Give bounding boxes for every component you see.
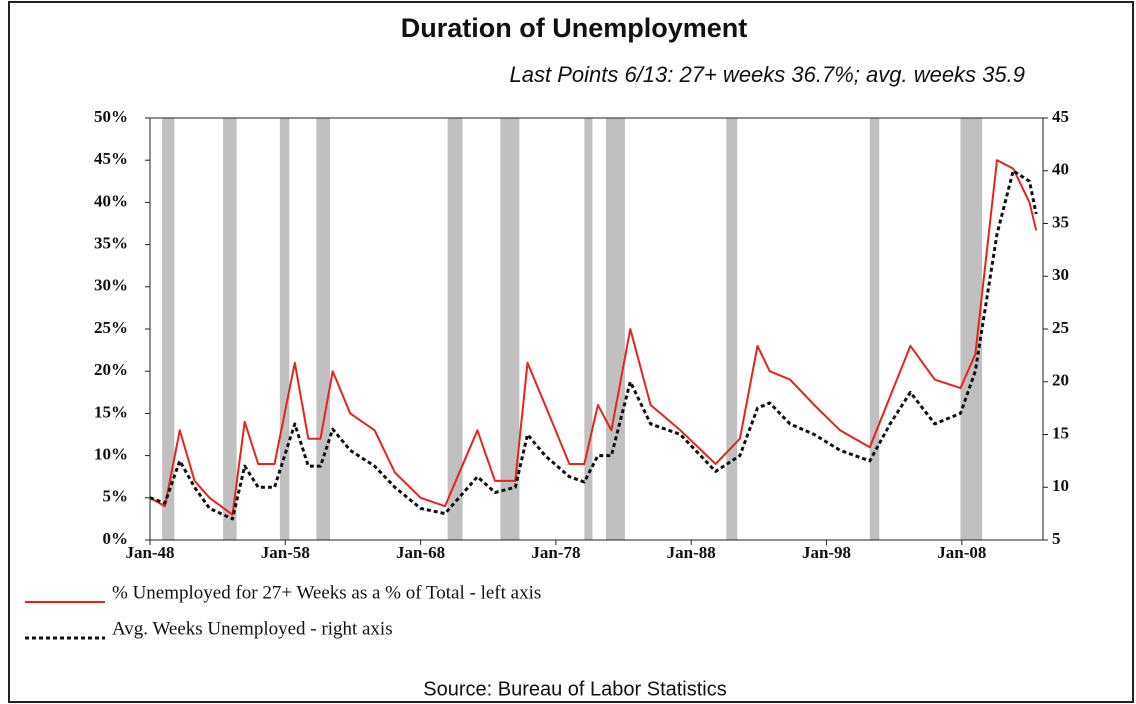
recession-band <box>726 118 738 540</box>
x-tick-label: Jan-98 <box>802 543 851 562</box>
subtitle: Last Points 6/13: 27+ weeks 36.7%; avg. … <box>510 62 1026 87</box>
x-tick-label: Jan-08 <box>937 543 986 562</box>
y-tick-label: 45% <box>94 149 128 168</box>
y-tick-label: 20% <box>94 360 128 379</box>
x-tick-label: Jan-68 <box>396 543 445 562</box>
recession-band <box>223 118 237 540</box>
y2-tick-label: 35 <box>1052 212 1069 231</box>
frame <box>8 1 1134 703</box>
x-tick-label: Jan-58 <box>261 543 310 562</box>
recession-band <box>584 118 593 540</box>
recession-band <box>500 118 520 540</box>
y-tick-label: 0% <box>103 529 129 548</box>
chart-title: Duration of Unemployment <box>401 13 748 43</box>
y2-tick-label: 30 <box>1052 265 1069 284</box>
legend-label: % Unemployed for 27+ Weeks as a % of Tot… <box>112 582 541 603</box>
y-tick-label: 40% <box>94 191 128 210</box>
recession-band <box>279 118 290 540</box>
y2-tick-label: 15 <box>1052 423 1069 442</box>
recession-band <box>605 118 625 540</box>
x-tick-label: Jan-78 <box>531 543 580 562</box>
y-tick-label: 50% <box>94 107 128 126</box>
recession-band <box>316 118 330 540</box>
y2-tick-label: 10 <box>1052 476 1069 495</box>
y2-tick-label: 5 <box>1052 529 1061 548</box>
x-tick-label: Jan-88 <box>667 543 716 562</box>
y-tick-label: 10% <box>94 445 128 464</box>
y-tick-label: 30% <box>94 276 128 295</box>
recession-band <box>960 118 983 540</box>
source: Source: Bureau of Labor Statistics <box>423 678 727 700</box>
y-tick-label: 5% <box>103 487 129 506</box>
series-line <box>149 159 1038 516</box>
y2-tick-label: 40 <box>1052 160 1069 179</box>
legend-label: Avg. Weeks Unemployed - right axis <box>112 618 393 639</box>
x-tick-label: Jan-48 <box>125 543 174 562</box>
y2-tick-label: 20 <box>1052 371 1069 390</box>
recession-band <box>447 118 463 540</box>
recession-band <box>162 118 175 540</box>
y-tick-label: 15% <box>94 402 128 421</box>
y2-tick-label: 25 <box>1052 318 1069 337</box>
y-tick-label: 25% <box>94 318 128 337</box>
y-tick-label: 35% <box>94 234 128 253</box>
y2-tick-label: 45 <box>1052 107 1069 126</box>
series-line <box>149 169 1038 521</box>
recession-band <box>869 118 880 540</box>
